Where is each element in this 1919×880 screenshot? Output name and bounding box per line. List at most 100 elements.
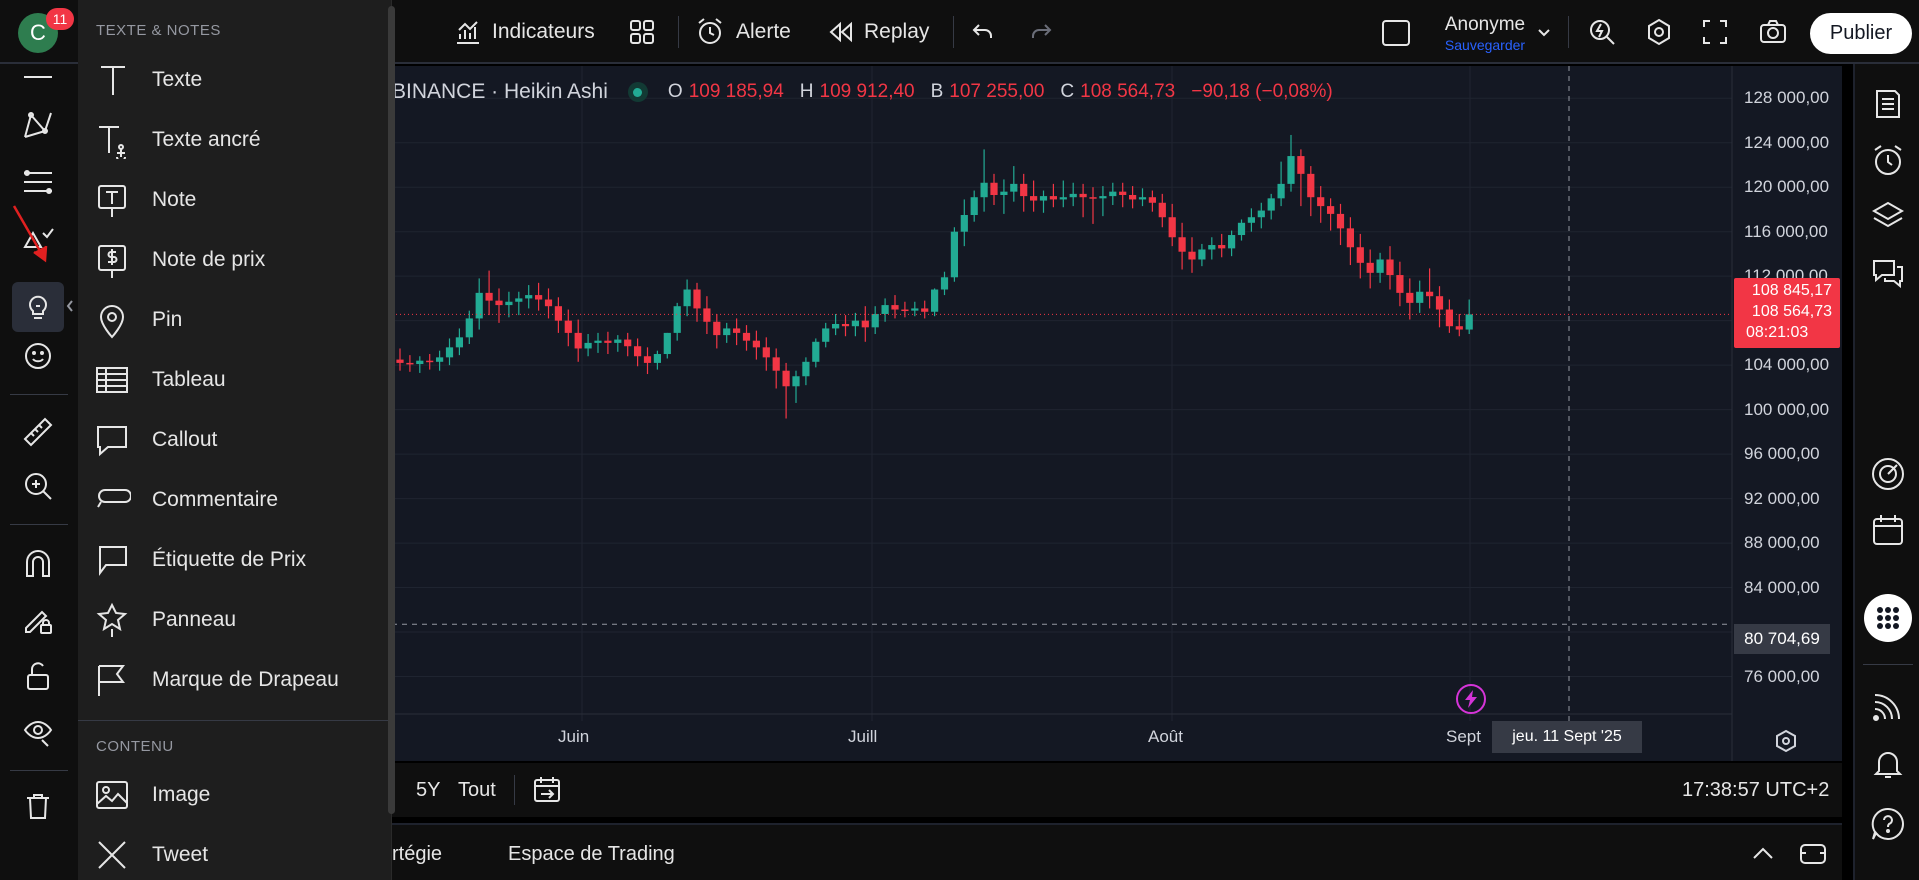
tab-strategy[interactable]: rtégie (392, 843, 443, 865)
close-label: C (1060, 81, 1075, 102)
magnet-tool[interactable] (18, 544, 58, 584)
lightning-search-icon (1590, 20, 1615, 45)
candle-body (851, 320, 859, 327)
chats-button[interactable] (1868, 254, 1908, 294)
price-tick-label: 84 000,00 (1744, 577, 1820, 597)
calendar-button[interactable] (1868, 510, 1908, 550)
tab-trading-space[interactable]: Espace de Trading (508, 843, 675, 865)
brush-tool[interactable] (18, 216, 58, 256)
menu-item[interactable]: Étiquette de Prix (78, 532, 391, 588)
drawing-lock-tool[interactable] (18, 600, 58, 640)
menu-item[interactable]: Texte ancré (78, 112, 391, 168)
settings-button[interactable] (1644, 14, 1674, 50)
candle (931, 288, 939, 317)
utc-clock[interactable]: 17:38:57 UTC+2 (1682, 779, 1830, 801)
emoji-tool[interactable] (18, 336, 58, 376)
candle (1297, 149, 1305, 207)
menu-item[interactable]: Marque de Drapeau (78, 652, 391, 708)
axis-settings-button[interactable] (1774, 729, 1798, 753)
candle-body (1188, 251, 1196, 260)
pattern-tool[interactable] (18, 106, 58, 146)
hide-tool[interactable] (18, 712, 58, 752)
collapse-arrow[interactable] (64, 296, 76, 316)
content-item[interactable]: Tweet (78, 827, 391, 880)
publish-button[interactable]: Publier (1810, 13, 1912, 54)
signpost-icon (92, 600, 132, 640)
candle-body (1079, 193, 1087, 198)
price-tick-label: 96 000,00 (1744, 444, 1820, 464)
lock-all-tool[interactable] (18, 656, 58, 696)
candle-body (614, 339, 622, 343)
menu-item[interactable]: Callout (78, 412, 391, 468)
watchlist-button[interactable] (1868, 84, 1908, 124)
menu-item[interactable]: Panneau (78, 592, 391, 648)
candle-body (1138, 197, 1147, 200)
close-value: 108 564,73 (1080, 81, 1176, 102)
candle-body (1208, 245, 1216, 250)
candle-body (1228, 235, 1236, 249)
candle (693, 282, 701, 322)
layout-name-block[interactable]: Anonyme Sauvegarder (1430, 14, 1540, 54)
object-tree-button[interactable] (1868, 196, 1908, 236)
trend-line-tool[interactable] (18, 62, 58, 102)
range-all[interactable]: Tout (458, 779, 496, 801)
fullscreen-button[interactable] (1701, 14, 1729, 50)
menu-item[interactable]: Pin (78, 292, 391, 348)
maximize-panel-button[interactable] (1798, 839, 1828, 869)
snapshot-button[interactable] (1758, 14, 1788, 50)
templates-button[interactable] (628, 14, 656, 50)
menu-scrollbar[interactable] (388, 6, 395, 814)
delete-tool[interactable] (18, 786, 58, 826)
notifications-button[interactable] (1868, 744, 1908, 784)
menu-item[interactable]: Note de prix (78, 232, 391, 288)
measure-tool[interactable] (18, 412, 58, 452)
menu-item[interactable]: Texte (78, 52, 391, 108)
menu-item[interactable]: Commentaire (78, 472, 391, 528)
event-marker[interactable] (1456, 684, 1486, 714)
alert-button[interactable]: Alerte (696, 14, 791, 50)
zoom-tool[interactable] (18, 466, 58, 506)
collapse-panel-button[interactable] (1748, 839, 1778, 869)
text-notes-tool-active[interactable] (12, 282, 64, 332)
bell-icon (1873, 752, 1903, 778)
chevron-left-icon (66, 300, 73, 312)
range-5y[interactable]: 5Y (416, 779, 441, 801)
layout-checkbox[interactable] (1382, 20, 1410, 46)
products-menu-button[interactable] (1864, 594, 1912, 642)
replay-button[interactable]: Replay (828, 14, 929, 50)
stream-button[interactable] (1868, 686, 1908, 726)
date-range-bar: 5Y Tout 17:38:57 UTC+2 (392, 763, 1842, 817)
candle-body (396, 359, 404, 363)
candle-body (624, 339, 632, 347)
candle-body (723, 328, 731, 336)
fib-tool[interactable] (18, 162, 58, 202)
candle (445, 338, 454, 366)
undo-button[interactable] (970, 14, 996, 50)
menu-item[interactable]: Tableau (78, 352, 391, 408)
candle-body (950, 231, 958, 278)
candle-body (1237, 222, 1246, 236)
candle (752, 330, 760, 360)
alerts-button[interactable] (1868, 140, 1908, 180)
menu-item[interactable]: Note (78, 172, 391, 228)
candle (455, 328, 463, 356)
gear-hex-icon (1648, 18, 1670, 46)
candle-body (1307, 173, 1315, 198)
layout-dropdown[interactable] (1534, 22, 1554, 42)
indicators-button[interactable]: Indicateurs (454, 14, 595, 50)
help-icon (1871, 807, 1904, 840)
redo-button[interactable] (1028, 14, 1054, 50)
symbol-name[interactable]: BINANCE · Heikin Ashi (392, 80, 608, 103)
goto-date-button[interactable] (532, 775, 562, 805)
technicals-button[interactable] (1868, 454, 1908, 494)
help-button[interactable] (1868, 804, 1908, 844)
candlestick-chart[interactable] (392, 66, 1842, 761)
content-item[interactable]: Image (78, 767, 391, 823)
candle-body (990, 182, 998, 195)
layout-save-link[interactable]: Sauvegarder (1444, 37, 1526, 53)
symbol-legend[interactable]: BINANCE · Heikin Ashi O 109 185,94 H 109 9… (392, 80, 1333, 104)
chart-pane[interactable]: BINANCE · Heikin Ashi O 109 185,94 H 109 9… (392, 66, 1842, 761)
quick-search-button[interactable] (1587, 14, 1617, 50)
candle-body (1119, 191, 1127, 195)
candle-body (634, 346, 642, 357)
